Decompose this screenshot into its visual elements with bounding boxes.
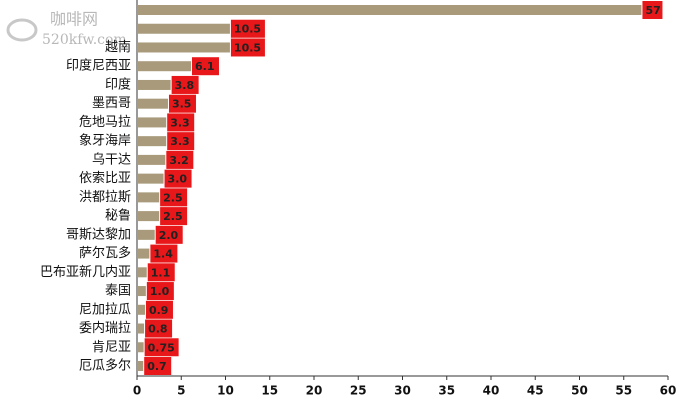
category-label: 哥斯达黎加 [66,227,131,242]
category-label: 萨尔瓦多 [79,245,131,261]
bar [137,98,168,109]
value-label: 3.0 [168,173,188,186]
x-tick-label: 45 [527,384,544,398]
value-label: 0.75 [148,341,175,354]
x-tick-label: 5 [177,384,185,398]
value-label: 10.5 [234,23,261,36]
category-label: 秘鲁 [105,209,131,224]
value-label-box [191,57,219,76]
x-tick-label: 25 [350,384,367,398]
value-label: 3.8 [175,79,195,92]
x-tick-label: 10 [217,384,234,398]
x-tick-label: 30 [394,384,411,398]
category-label: 越南 [105,39,131,55]
value-label-box [160,188,188,207]
bar [137,361,144,371]
value-label: 2.5 [163,210,183,223]
category-label: 墨西哥 [92,96,131,111]
x-tick-label: 50 [571,384,588,398]
category-label: 委内瑞拉 [79,320,131,336]
bar [137,117,167,128]
value-label: 2.5 [163,191,183,204]
value-label-box [147,263,175,282]
bar [137,248,150,259]
value-label-box [155,225,183,244]
x-tick-label: 55 [615,384,632,398]
value-label: 0.9 [149,304,169,317]
value-label: 3.3 [170,135,190,148]
value-label-box [160,207,188,226]
watermark-icon [6,18,38,42]
bar [137,61,191,72]
category-label: 印度 [105,76,131,92]
category-label: 泰国 [105,284,131,299]
watermark-name: 咖啡网 [50,10,98,29]
value-label-box [145,300,173,319]
value-label-box [146,282,174,301]
bar [137,192,160,203]
bar [137,42,230,53]
x-tick-label: 60 [660,384,677,398]
category-label: 尼加拉瓜 [79,302,131,317]
category-label: 厄瓜多尔 [79,358,131,374]
value-label-box [144,357,172,375]
watermark-url: 520kfw.com [42,32,127,48]
value-label-box [167,113,195,132]
value-label-box [145,319,173,338]
value-label-box [144,338,179,357]
value-label-box [230,19,265,38]
value-label: 1.0 [150,285,170,298]
bar [137,5,642,15]
bar [137,286,146,297]
x-tick-label: 40 [483,384,500,398]
category-label: 巴布亚新几内亚 [40,264,131,280]
x-tick-label: 15 [261,384,278,398]
value-label: 3.5 [172,98,192,111]
category-label: 依索比亚 [79,171,131,186]
bar [137,154,166,165]
value-label: 0.8 [148,323,168,336]
value-label-box [642,1,663,19]
value-label-box [171,75,199,94]
value-label: 57 [645,4,660,17]
category-label: 乌干达 [92,151,131,167]
value-label-box [168,94,196,113]
x-tick-label: 35 [438,384,455,398]
value-label-box [167,132,195,151]
category-label: 肯尼亚 [92,340,131,355]
bar [137,211,160,222]
value-label: 1.4 [153,248,173,261]
category-label: 印度尼西亚 [66,58,131,74]
bar [137,342,144,353]
bar [137,79,171,90]
value-label-box [230,38,265,57]
value-label-box [150,244,178,263]
value-label: 2.0 [159,229,179,242]
bar [137,173,164,184]
category-label: 象牙海岸 [79,134,131,149]
bar [137,229,155,240]
x-tick-label: 0 [133,384,141,398]
value-label: 6.1 [195,60,215,73]
value-label: 1.1 [151,266,171,279]
value-label: 3.3 [170,116,190,129]
x-tick-label: 20 [306,384,323,398]
value-label-box [166,150,194,169]
bar [137,323,145,334]
value-label-box [164,169,192,188]
bar [137,304,145,315]
bar [137,136,167,147]
category-label: 危地马拉 [79,115,131,130]
watermark: 咖啡网 520kfw.com [6,10,127,48]
bar [137,23,230,34]
category-label: 洪都拉斯 [79,190,131,205]
value-label: 3.2 [169,154,189,167]
value-label: 10.5 [234,41,261,54]
bar [137,267,147,278]
value-label: 0.7 [147,360,167,373]
